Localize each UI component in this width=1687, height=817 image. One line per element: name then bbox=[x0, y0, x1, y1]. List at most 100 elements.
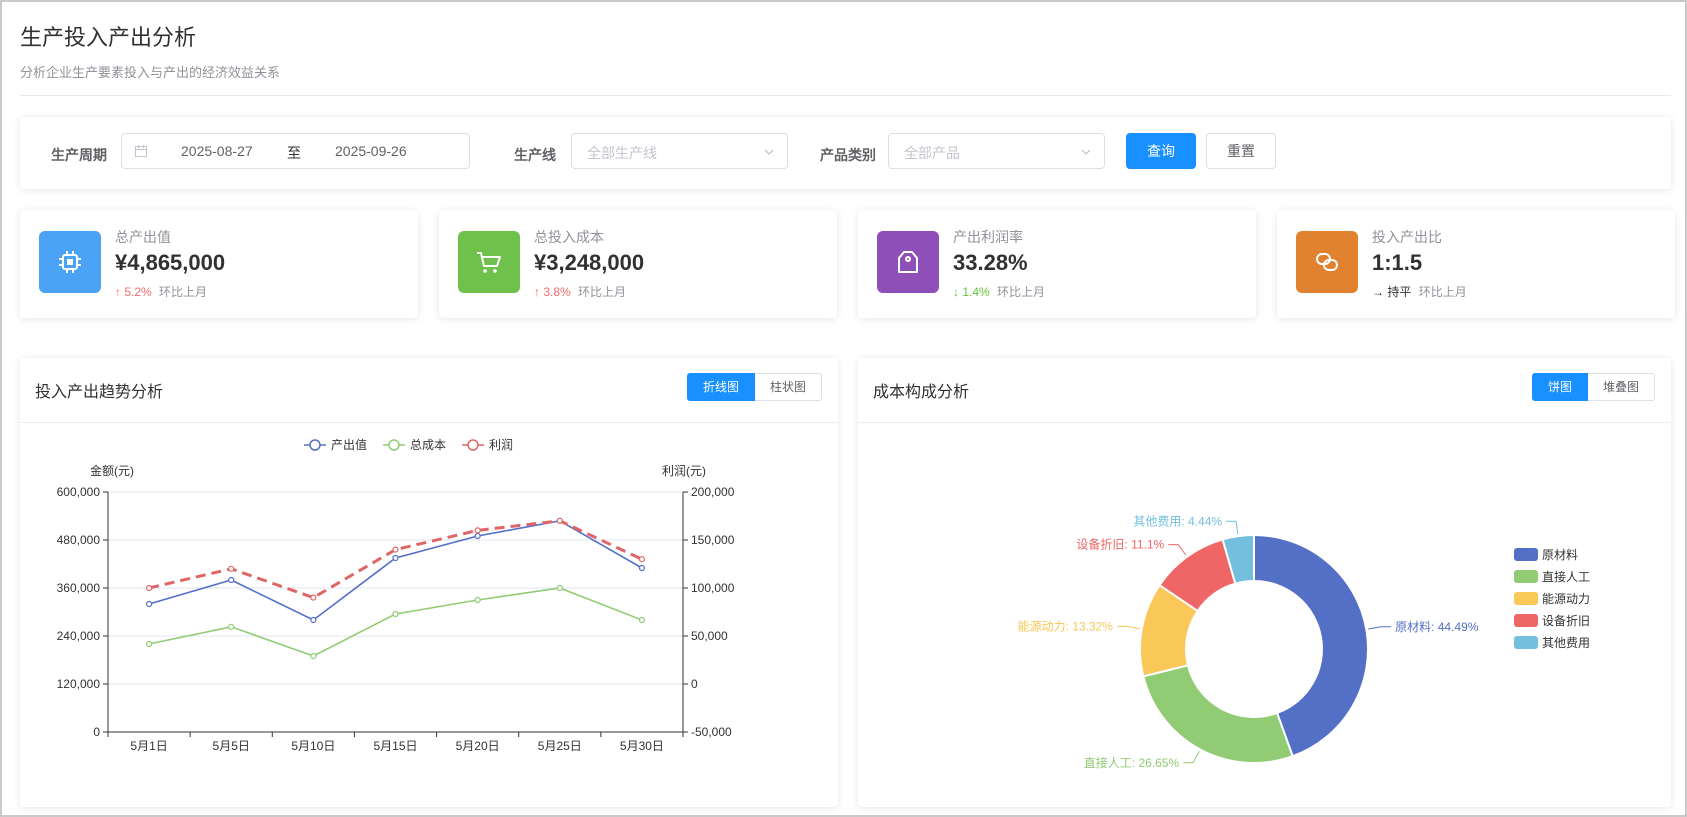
x-tick-label: 5月30日 bbox=[620, 739, 664, 753]
data-point bbox=[145, 584, 153, 592]
slice-label: 能源动力: 13.32% bbox=[1018, 619, 1114, 633]
trend-compare: 环比上月 bbox=[578, 285, 627, 299]
trend-arrow-icon: ↑ bbox=[534, 285, 540, 299]
stat-card-total-output: 总产出值 ¥4,865,000 ↑ 5.2% 环比上月 bbox=[20, 210, 418, 318]
y-tick-label: 360,000 bbox=[57, 581, 101, 595]
slice-label: 其他费用: 4.44% bbox=[1133, 514, 1222, 528]
data-point bbox=[474, 596, 481, 604]
pie-slice bbox=[1253, 533, 1369, 758]
data-point bbox=[392, 610, 399, 618]
trend-change: 3.8% bbox=[543, 285, 571, 299]
data-point bbox=[228, 576, 235, 584]
page-subtitle: 分析企业生产要素投入与产出的经济效益关系 bbox=[20, 65, 281, 80]
stat-trend: ↑ 3.8% 环比上月 bbox=[534, 283, 626, 300]
page-title: 生产投入产出分析 bbox=[20, 25, 197, 50]
trend-chart-toggle: 折线图 柱状图 bbox=[686, 373, 822, 401]
y-tick-label: 480,000 bbox=[57, 533, 101, 547]
legend-swatch bbox=[1514, 570, 1538, 583]
y2-tick-label: 200,000 bbox=[691, 485, 735, 499]
series-line bbox=[148, 587, 643, 657]
x-tick-label: 5月10日 bbox=[291, 739, 335, 753]
date-range-picker[interactable]: 2025-08-27 至 2025-09-26 bbox=[121, 133, 470, 169]
line-chart-toggle-button[interactable]: 折线图 bbox=[686, 373, 755, 401]
period-label: 生产周期 bbox=[51, 147, 107, 163]
cost-panel: 成本构成分析 饼图 堆叠图 原材料: 44.49% 直接人工: 26.65% 能源动… bbox=[858, 358, 1671, 807]
panel-divider bbox=[20, 422, 838, 423]
slice-label: 直接人工: 26.65% bbox=[1084, 755, 1180, 770]
pie-chart-toggle-button[interactable]: 饼图 bbox=[1531, 373, 1588, 401]
stat-label: 总投入成本 bbox=[534, 229, 604, 245]
legend-swatch bbox=[1514, 614, 1538, 627]
cost-panel-title: 成本构成分析 bbox=[873, 384, 970, 401]
legend-label: 总成本 bbox=[410, 438, 446, 452]
y2-tick-label: 50,000 bbox=[691, 629, 728, 643]
data-point bbox=[638, 556, 646, 563]
stat-trend: ↓ 1.4% 环比上月 bbox=[953, 283, 1045, 300]
line-label: 生产线 bbox=[514, 147, 556, 163]
chip-icon bbox=[59, 251, 81, 273]
filter-bar: 生产周期 2025-08-27 至 2025-09-26 生产线 全部生产线 产… bbox=[20, 117, 1671, 189]
product-category-select[interactable]: 全部产品 bbox=[888, 133, 1105, 169]
calendar-icon bbox=[135, 145, 147, 157]
legend-label: 直接人工 bbox=[1542, 569, 1590, 584]
y2-tick-label: 150,000 bbox=[691, 533, 735, 547]
y-axis-title: 金额(元) bbox=[90, 463, 134, 478]
start-date-input[interactable]: 2025-08-27 bbox=[181, 143, 253, 159]
stat-card-profit-rate: 产出利润率 33.28% ↓ 1.4% 环比上月 bbox=[858, 210, 1256, 318]
trend-arrow-icon: ↑ bbox=[115, 285, 121, 299]
legend-item: 设备折旧 bbox=[1514, 613, 1590, 628]
legend-label: 设备折旧 bbox=[1542, 613, 1590, 628]
legend-marker bbox=[388, 439, 400, 451]
y-tick-label: 0 bbox=[93, 725, 100, 739]
y-tick-label: 240,000 bbox=[57, 629, 101, 643]
stat-value: 1:1.5 bbox=[1372, 250, 1423, 275]
stat-trend: → 持平 环比上月 bbox=[1372, 283, 1467, 300]
legend-item: 利润 bbox=[462, 438, 513, 452]
trend-change: 1.4% bbox=[962, 285, 990, 299]
data-point bbox=[392, 546, 399, 553]
stat-trend: ↑ 5.2% 环比上月 bbox=[115, 283, 207, 300]
x-tick-label: 5月25日 bbox=[538, 739, 582, 753]
panel-divider bbox=[858, 422, 1671, 423]
legend-swatch bbox=[1514, 548, 1538, 561]
production-line-select[interactable]: 全部生产线 bbox=[571, 133, 788, 169]
stat-value: ¥3,248,000 bbox=[534, 250, 645, 275]
stat-label: 总产出值 bbox=[115, 229, 171, 245]
legend-marker bbox=[467, 439, 479, 451]
label-leader-line bbox=[1368, 626, 1392, 630]
chevron-down-icon bbox=[764, 149, 774, 155]
legend-label: 其他费用 bbox=[1542, 636, 1590, 650]
trend-compare: 环比上月 bbox=[1418, 285, 1467, 299]
legend-swatch bbox=[1514, 636, 1538, 649]
trend-compare: 环比上月 bbox=[159, 285, 208, 299]
reset-button[interactable]: 重置 bbox=[1206, 133, 1276, 169]
legend-swatch bbox=[1514, 592, 1538, 605]
end-date-input[interactable]: 2025-09-26 bbox=[335, 143, 407, 159]
label-leader-line bbox=[1116, 625, 1140, 630]
trend-arrow-icon: → bbox=[1372, 285, 1384, 299]
y2-axis-title: 利润(元) bbox=[662, 464, 706, 478]
pie-slice bbox=[1142, 664, 1294, 764]
x-tick-label: 5月20日 bbox=[456, 739, 500, 753]
data-point bbox=[638, 616, 646, 624]
stat-card-io-ratio: 投入产出比 1:1.5 → 持平 环比上月 bbox=[1277, 210, 1675, 318]
stat-icon-box bbox=[1296, 231, 1358, 293]
query-button[interactable]: 查询 bbox=[1126, 133, 1196, 169]
range-separator: 至 bbox=[287, 145, 301, 161]
data-point bbox=[392, 554, 399, 562]
bar-chart-toggle-button[interactable]: 柱状图 bbox=[754, 373, 822, 401]
trend-panel: 投入产出趋势分析 折线图 柱状图 产出值 总成本 利润 金额(元) 利润(元) 0 -50,… bbox=[20, 358, 838, 807]
stacked-chart-toggle-button[interactable]: 堆叠图 bbox=[1587, 373, 1655, 401]
cost-chart-toggle: 饼图 堆叠图 bbox=[1531, 373, 1655, 401]
label-leader-line bbox=[1183, 751, 1200, 764]
product-category-placeholder: 全部产品 bbox=[904, 145, 960, 161]
legend-item: 总成本 bbox=[383, 438, 446, 452]
data-point bbox=[145, 640, 153, 648]
production-line-placeholder: 全部生产线 bbox=[587, 145, 657, 161]
y2-tick-label: -50,000 bbox=[691, 725, 732, 739]
data-point bbox=[310, 594, 317, 601]
cost-donut-chart: 原材料: 44.49% 直接人工: 26.65% 能源动力: 13.32% 设备折旧:… bbox=[1018, 514, 1590, 770]
stat-icon-box bbox=[877, 231, 939, 293]
data-point bbox=[638, 564, 646, 572]
